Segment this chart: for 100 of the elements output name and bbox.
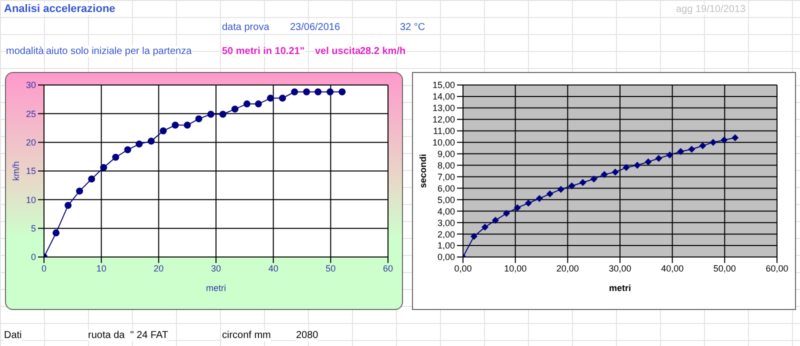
point <box>470 232 478 240</box>
y-tick-label: 25 <box>26 108 36 119</box>
point <box>219 110 226 118</box>
x-tick-label: 0,00 <box>454 263 472 274</box>
point <box>231 106 238 113</box>
text: circonf mm <box>222 330 271 341</box>
point <box>622 164 630 172</box>
y-tick-label: 1,00 <box>437 240 455 251</box>
text: 50 metri in 10.21" <box>222 46 305 57</box>
point <box>688 146 696 153</box>
y-tick-label: 15,00 <box>432 80 455 90</box>
point <box>136 140 143 148</box>
y-tick-label: 13,00 <box>432 103 455 114</box>
x-axis-title: metri <box>608 283 632 293</box>
point <box>172 122 179 129</box>
point <box>326 88 334 96</box>
point <box>492 216 499 224</box>
text: 32 °C <box>400 22 426 33</box>
x-tick-label: 30,00 <box>608 263 632 274</box>
point <box>160 127 167 134</box>
point <box>612 168 619 176</box>
point <box>655 154 662 162</box>
y-axis-title: km/h <box>11 161 22 181</box>
y-tick-label: 8,00 <box>437 160 455 170</box>
point <box>600 170 608 178</box>
y-tick-label: 9,00 <box>437 148 455 159</box>
point <box>710 138 717 146</box>
point <box>546 190 554 198</box>
x-tick-label: 50,00 <box>713 263 736 274</box>
point <box>112 154 120 161</box>
point <box>666 151 674 158</box>
y-tick-label: 5 <box>30 224 36 234</box>
y-tick-label: 30 <box>26 80 36 90</box>
text: Dati <box>4 330 22 341</box>
x-tick-label: 50 <box>326 263 336 274</box>
y-tick-label: 10,00 <box>432 138 455 148</box>
point <box>291 88 298 96</box>
point <box>536 195 543 202</box>
x-tick-label: 60,00 <box>766 263 788 274</box>
y-tick-label: 3,00 <box>437 218 455 228</box>
point <box>148 138 155 145</box>
point <box>124 146 132 154</box>
y-tick-label: 20 <box>26 138 36 148</box>
x-tick-label: 20,00 <box>556 263 579 274</box>
y-tick-label: 14,00 <box>432 92 455 102</box>
point <box>590 176 598 183</box>
point <box>720 136 728 144</box>
text: 28.2 km/h <box>360 46 406 57</box>
point <box>514 204 521 212</box>
text: 23/06/2016 <box>290 22 340 33</box>
x-tick-label: 10 <box>96 263 106 274</box>
point <box>266 94 274 102</box>
chart-title: Analisi accelerazione <box>4 3 116 15</box>
y-tick-label: 6,00 <box>437 183 455 194</box>
x-tick-label: 40 <box>268 263 278 274</box>
y-tick-label: 0,00 <box>437 252 455 262</box>
text: 2080 <box>296 330 318 341</box>
point <box>338 88 346 96</box>
y-tick-label: 12,00 <box>432 114 455 125</box>
point <box>195 115 202 122</box>
y-tick-label: 11,00 <box>433 126 455 136</box>
point <box>699 142 706 150</box>
point <box>100 164 108 172</box>
y-tick-label: 4,00 <box>437 206 455 216</box>
point <box>314 88 322 96</box>
y-tick-label: 10 <box>26 194 36 205</box>
x-axis-title: metri <box>206 283 226 293</box>
point <box>524 200 532 207</box>
point <box>502 210 510 217</box>
x-tick-label: 10,00 <box>504 263 527 274</box>
point <box>279 94 286 102</box>
point <box>677 148 684 156</box>
text: modalità <box>6 46 44 57</box>
x-tick-label: 0 <box>41 263 47 274</box>
text: ruota da " 24 FAT <box>88 330 168 341</box>
y-tick-label: 5,00 <box>437 194 455 205</box>
point <box>303 88 310 96</box>
point <box>52 229 60 236</box>
text: agg 19/10/2013 <box>676 4 746 15</box>
point <box>568 182 576 190</box>
point <box>243 100 250 108</box>
point <box>64 202 72 209</box>
y-tick-label: 2,00 <box>437 229 455 240</box>
point <box>557 186 564 193</box>
point <box>579 178 586 186</box>
x-tick-label: 60 <box>382 263 394 274</box>
point <box>634 162 641 169</box>
point <box>481 224 488 231</box>
point <box>254 100 262 108</box>
y-tick-label: 7,00 <box>437 172 455 182</box>
x-tick-label: 40,00 <box>661 263 684 274</box>
y-tick-label: 15 <box>26 166 36 176</box>
point <box>732 134 739 142</box>
text: aiuto solo iniziale per la partenza <box>46 46 192 57</box>
x-tick-label: 30 <box>210 263 222 274</box>
point <box>88 176 96 183</box>
point <box>207 110 214 118</box>
text: data prova <box>222 22 270 33</box>
text: vel uscita <box>315 46 361 57</box>
point <box>76 188 84 195</box>
